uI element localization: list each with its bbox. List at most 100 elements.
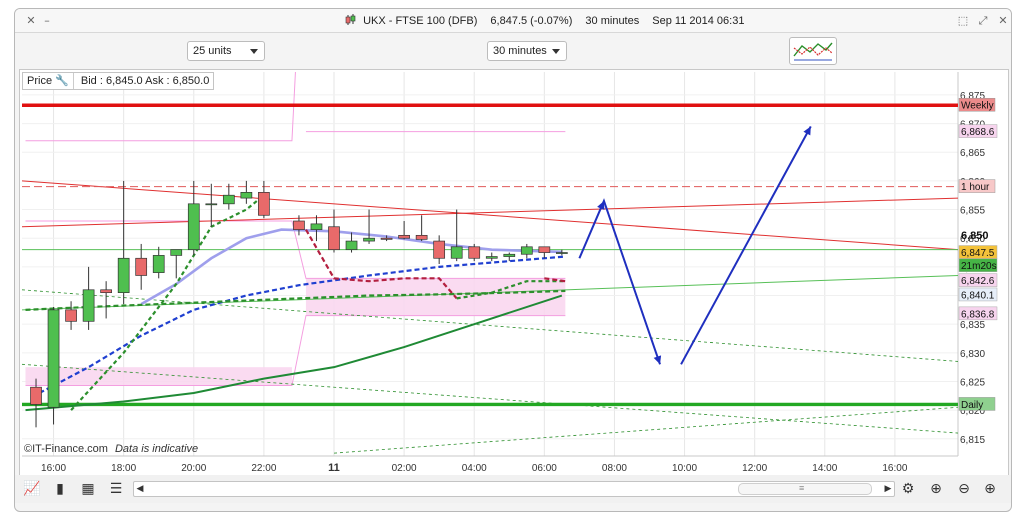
scroll-right-icon[interactable]: ▶: [884, 484, 892, 494]
alert-icon[interactable]: ⚙: [901, 481, 915, 497]
x-tick-label: 04:00: [462, 463, 487, 474]
candle-body: [170, 249, 183, 256]
candle-body: [485, 256, 498, 259]
price-label: 6,868.6: [961, 127, 995, 138]
candle-body: [380, 237, 393, 240]
x-tick-label: 06:00: [532, 463, 557, 474]
y-tick-label: 6,850: [960, 234, 985, 245]
drawing-tools-button[interactable]: [789, 37, 837, 65]
price-label-bg: [958, 306, 998, 321]
candle-body: [310, 223, 323, 230]
candle-body: [520, 246, 533, 255]
price-label: 6,847.5: [961, 248, 995, 259]
candle-body: [117, 257, 130, 294]
y-tick-label: 6,820: [960, 406, 985, 417]
indicators-icon[interactable]: ☰: [109, 481, 123, 497]
support-trend-line: [21, 197, 959, 228]
zoom-in-icon[interactable]: ⊕: [984, 481, 996, 497]
forecast-arrow-line: [680, 125, 812, 365]
window-title: UKX - FTSE 100 (DFB) 6,847.5 (-0.07%) 30…: [345, 14, 754, 27]
envelope-line: [25, 71, 296, 142]
chevron-down-icon: [552, 49, 560, 54]
price-label: 21m20s: [961, 261, 997, 272]
candle-body: [293, 220, 305, 230]
title-price: 6,847.5 (-0.07%): [490, 15, 573, 27]
y-tick-label: 6,830: [960, 349, 985, 360]
price-label-bg: [958, 124, 998, 138]
level-tag-bg: [958, 397, 996, 411]
x-tick-label: 22:00: [251, 463, 276, 474]
price-chart[interactable]: 6,8756,8706,8656,8606,8556,8506,8456,840…: [19, 69, 1009, 477]
units-dropdown[interactable]: 25 units: [187, 41, 265, 61]
price-label: 6,840.1: [961, 290, 995, 301]
x-tick-label: 14:00: [812, 463, 837, 474]
drawing-tools-icon: [793, 42, 833, 61]
bottom-toolbar: 📈 ▮ ▦ ☰ ◀ ≡ ▶ ⚙ ⊕ ⊖ ⊕: [15, 475, 1011, 503]
price-label: 6,836.8: [961, 309, 995, 320]
scroll-left-icon[interactable]: ◀: [136, 484, 144, 494]
price-label: Price: [27, 75, 53, 87]
channel-line: [21, 289, 959, 362]
scroll-thumb[interactable]: ≡: [738, 483, 872, 495]
series-line-8: [544, 277, 566, 283]
shaded-zone: [305, 278, 566, 316]
toolbar: 25 units 30 minutes: [15, 34, 1011, 70]
chart-type-icon[interactable]: 📈: [23, 481, 41, 497]
price-settings-button[interactable]: Price 🔧: [27, 73, 74, 89]
interval-dropdown[interactable]: 30 minutes: [487, 41, 567, 61]
candle-body: [450, 246, 463, 259]
candle-body: [328, 226, 340, 251]
resistance-trend-line: [21, 180, 959, 251]
copyright-text: ©IT-Finance.com: [24, 443, 108, 455]
series-line-5: [305, 229, 458, 300]
candle-body: [187, 203, 200, 251]
wrench-icon: 🔧: [55, 74, 69, 87]
maximize-icon[interactable]: ⬚: [957, 14, 969, 27]
series-line-2: [39, 255, 566, 394]
series-line-6: [456, 280, 566, 300]
zoom-out-icon[interactable]: ⊖: [958, 481, 970, 497]
zoom-fit-icon[interactable]: ⊕: [930, 481, 942, 497]
candle-body: [556, 252, 568, 254]
time-scrollbar[interactable]: ◀ ≡ ▶: [133, 481, 895, 497]
restore-icon[interactable]: ⤢: [978, 14, 988, 27]
close-window-icon[interactable]: ✕: [998, 14, 1008, 27]
price-label-bg: [958, 287, 998, 302]
x-tick-label: 20:00: [181, 463, 206, 474]
arrowhead-icon: [597, 200, 605, 210]
title-interval: 30 minutes: [585, 15, 640, 27]
candle-body: [100, 289, 112, 294]
candle-body: [363, 237, 375, 242]
candle-body: [433, 240, 446, 259]
table-icon[interactable]: ▦: [81, 481, 95, 497]
units-value: 25 units: [193, 45, 232, 57]
price-label-bg: [958, 273, 998, 287]
y-tick-label: 6,855: [960, 206, 985, 217]
minimize-icon[interactable]: –: [44, 14, 50, 27]
candle-body: [468, 246, 481, 259]
forecast-arrow-line: [578, 198, 661, 365]
copyright-note: ©IT-Finance.com Data is indicative: [24, 443, 198, 455]
close-icon[interactable]: ✕: [26, 14, 36, 27]
candle-body: [538, 246, 551, 253]
candle-body: [503, 253, 516, 257]
candle-body: [258, 192, 270, 216]
candle-body: [415, 234, 428, 240]
candle-body: [345, 240, 358, 251]
chart-canvas[interactable]: 6,8756,8706,8656,8606,8556,8506,8456,840…: [20, 70, 1008, 476]
price-label: 6,850: [961, 230, 989, 242]
x-tick-label: 16:00: [41, 463, 66, 474]
level-tag-daily: Daily: [961, 400, 983, 411]
candle-body: [47, 309, 60, 408]
candle-body: [205, 203, 218, 206]
candlestick-icon[interactable]: ▮: [56, 481, 64, 497]
level-tag-bg: [958, 97, 996, 112]
x-tick-label: 18:00: [111, 463, 136, 474]
indicative-note: Data is indicative: [114, 443, 199, 455]
x-tick-label: 11: [328, 462, 340, 474]
channel-line: [333, 406, 959, 454]
shaded-zone: [25, 367, 292, 386]
candle-body: [82, 289, 95, 322]
chevron-down-icon: [250, 49, 258, 54]
x-tick-label: 10:00: [672, 463, 697, 474]
